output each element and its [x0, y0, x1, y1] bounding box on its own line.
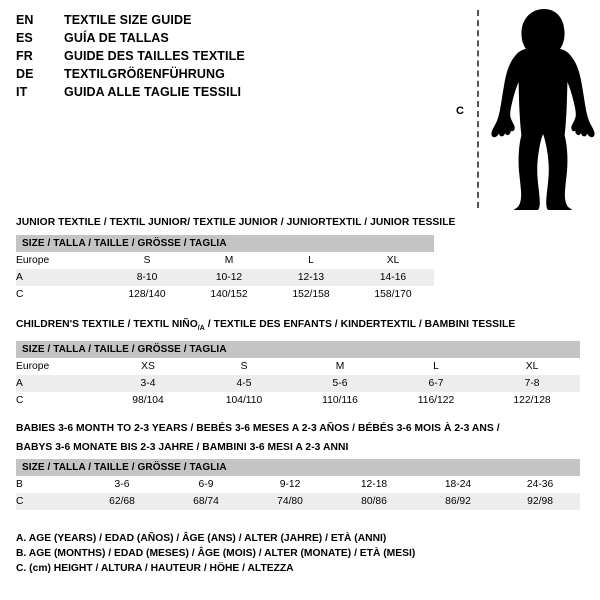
legend-block: A. AGE (YEARS) / EDAD (AÑOS) / ÂGE (ANS)… [16, 531, 576, 576]
language-text-en: TEXTILE SIZE GUIDE [64, 13, 192, 27]
table-row: C 98/104 104/110 110/116 116/122 122/128 [16, 391, 581, 409]
cell: S [196, 357, 292, 375]
table-row: Europe S M L XL [16, 251, 435, 269]
row-label: C [16, 493, 80, 510]
section-babies: BABIES 3-6 MONTH TO 2-3 YEARS / BEBÉS 3-… [16, 422, 581, 510]
cell: 98/104 [100, 391, 196, 409]
cell: 6-9 [164, 476, 248, 493]
cell: M [292, 357, 388, 375]
cell: 80/86 [332, 493, 416, 510]
language-code-en: EN [16, 13, 34, 27]
cell: S [106, 251, 188, 269]
row-label: C [16, 285, 106, 303]
cell: 152/158 [270, 285, 352, 303]
cell: 18-24 [416, 476, 500, 493]
row-label: Europe [16, 357, 100, 375]
section-children-title: CHILDREN'S TEXTILE / TEXTIL NIÑO/A / TEX… [16, 318, 580, 336]
cell: 9-12 [248, 476, 332, 493]
cell: 86/92 [416, 493, 500, 510]
row-label: A [16, 268, 106, 286]
cell: 12-13 [270, 268, 352, 286]
cell: 24-36 [500, 476, 581, 493]
cell: 110/116 [292, 391, 388, 409]
language-title-block: EN TEXTILE SIZE GUIDE ES GUÍA DE TALLAS … [16, 13, 426, 103]
babies-band-label: SIZE / TALLA / TAILLE / GRÖSSE / TAGLIA [16, 459, 581, 476]
language-code-it: IT [16, 85, 28, 99]
cell: 92/98 [500, 493, 581, 510]
language-code-de: DE [16, 67, 34, 81]
language-code-fr: FR [16, 49, 33, 63]
row-label: A [16, 374, 100, 392]
children-title-subscript: /A [197, 325, 205, 333]
babies-size-table: SIZE / TALLA / TAILLE / GRÖSSE / TAGLIA … [16, 459, 581, 510]
language-row-it: IT GUIDA ALLE TAGLIE TESSILI [16, 85, 426, 103]
cell: 62/68 [80, 493, 164, 510]
cell: 5-6 [292, 374, 388, 392]
language-code-es: ES [16, 31, 33, 45]
table-row: Europe XS S M L XL [16, 357, 581, 375]
language-text-fr: GUIDE DES TAILLES TEXTILE [64, 49, 245, 63]
language-text-it: GUIDA ALLE TAGLIE TESSILI [64, 85, 242, 99]
row-label: Europe [16, 251, 106, 269]
cell: 10-12 [188, 268, 270, 286]
cell: 116/122 [388, 391, 484, 409]
cell: L [270, 251, 352, 269]
table-row: SIZE / TALLA / TAILLE / GRÖSSE / TAGLIA [16, 340, 581, 358]
cell: 122/128 [484, 391, 581, 409]
cell: 3-6 [80, 476, 164, 493]
cell: 3-4 [100, 374, 196, 392]
cell: L [388, 357, 484, 375]
junior-size-table: SIZE / TALLA / TAILLE / GRÖSSE / TAGLIA … [16, 234, 435, 303]
cell: 6-7 [388, 374, 484, 392]
cell: 128/140 [106, 285, 188, 303]
table-row: A 8-10 10-12 12-13 14-16 [16, 268, 435, 286]
children-title-pre: CHILDREN'S TEXTILE / TEXTIL NIÑO [16, 319, 198, 330]
table-row: SIZE / TALLA / TAILLE / GRÖSSE / TAGLIA [16, 234, 435, 252]
height-measure-label: C [456, 105, 464, 117]
row-label: C [16, 391, 100, 409]
section-junior: JUNIOR TEXTILE / TEXTIL JUNIOR/ TEXTILE … [16, 216, 456, 303]
section-babies-title-line1: BABIES 3-6 MONTH TO 2-3 YEARS / BEBÉS 3-… [16, 423, 500, 434]
cell: 68/74 [164, 493, 248, 510]
children-title-post: / TEXTILE DES ENFANTS / KINDERTEXTIL / B… [204, 319, 516, 330]
language-row-es: ES GUÍA DE TALLAS [16, 31, 426, 49]
language-text-de: TEXTILGRÖßENFÜHRUNG [64, 67, 225, 81]
row-label: B [16, 476, 80, 493]
table-row: SIZE / TALLA / TAILLE / GRÖSSE / TAGLIA [16, 459, 581, 476]
height-dashed-line [477, 10, 479, 208]
cell: 74/80 [248, 493, 332, 510]
table-row: C 128/140 140/152 152/158 158/170 [16, 285, 435, 303]
cell: 8-10 [106, 268, 188, 286]
children-band-label: SIZE / TALLA / TAILLE / GRÖSSE / TAGLIA [16, 340, 581, 358]
cell: XS [100, 357, 196, 375]
table-row: C 62/68 68/74 74/80 80/86 86/92 92/98 [16, 493, 581, 510]
language-row-en: EN TEXTILE SIZE GUIDE [16, 13, 426, 31]
cell: 104/110 [196, 391, 292, 409]
toddler-silhouette-icon [491, 9, 595, 210]
junior-band-label: SIZE / TALLA / TAILLE / GRÖSSE / TAGLIA [16, 234, 435, 252]
legend-row-b: B. AGE (MONTHS) / EDAD (MESES) / ÂGE (MO… [16, 548, 416, 559]
language-row-fr: FR GUIDE DES TAILLES TEXTILE [16, 49, 426, 67]
cell: 158/170 [352, 285, 435, 303]
language-row-de: DE TEXTILGRÖßENFÜHRUNG [16, 67, 426, 85]
height-illustration: C [440, 6, 600, 211]
table-row: B 3-6 6-9 9-12 12-18 18-24 24-36 [16, 476, 581, 493]
cell: 14-16 [352, 268, 435, 286]
legend-row-c: C. (cm) HEIGHT / ALTURA / HAUTEUR / HÖHE… [16, 563, 294, 574]
table-row: A 3-4 4-5 5-6 6-7 7-8 [16, 374, 581, 392]
section-junior-title: JUNIOR TEXTILE / TEXTIL JUNIOR/ TEXTILE … [16, 217, 456, 228]
cell: 7-8 [484, 374, 581, 392]
cell: 12-18 [332, 476, 416, 493]
cell: XL [484, 357, 581, 375]
cell: XL [352, 251, 435, 269]
cell: 4-5 [196, 374, 292, 392]
section-babies-title-line2: BABYS 3-6 MONATE BIS 2-3 JAHRE / BAMBINI… [16, 441, 349, 453]
section-children: CHILDREN'S TEXTILE / TEXTIL NIÑO/A / TEX… [16, 318, 581, 409]
children-size-table: SIZE / TALLA / TAILLE / GRÖSSE / TAGLIA … [16, 340, 581, 409]
cell: M [188, 251, 270, 269]
legend-row-a: A. AGE (YEARS) / EDAD (AÑOS) / ÂGE (ANS)… [16, 533, 387, 544]
cell: 140/152 [188, 285, 270, 303]
language-text-es: GUÍA DE TALLAS [64, 31, 169, 45]
